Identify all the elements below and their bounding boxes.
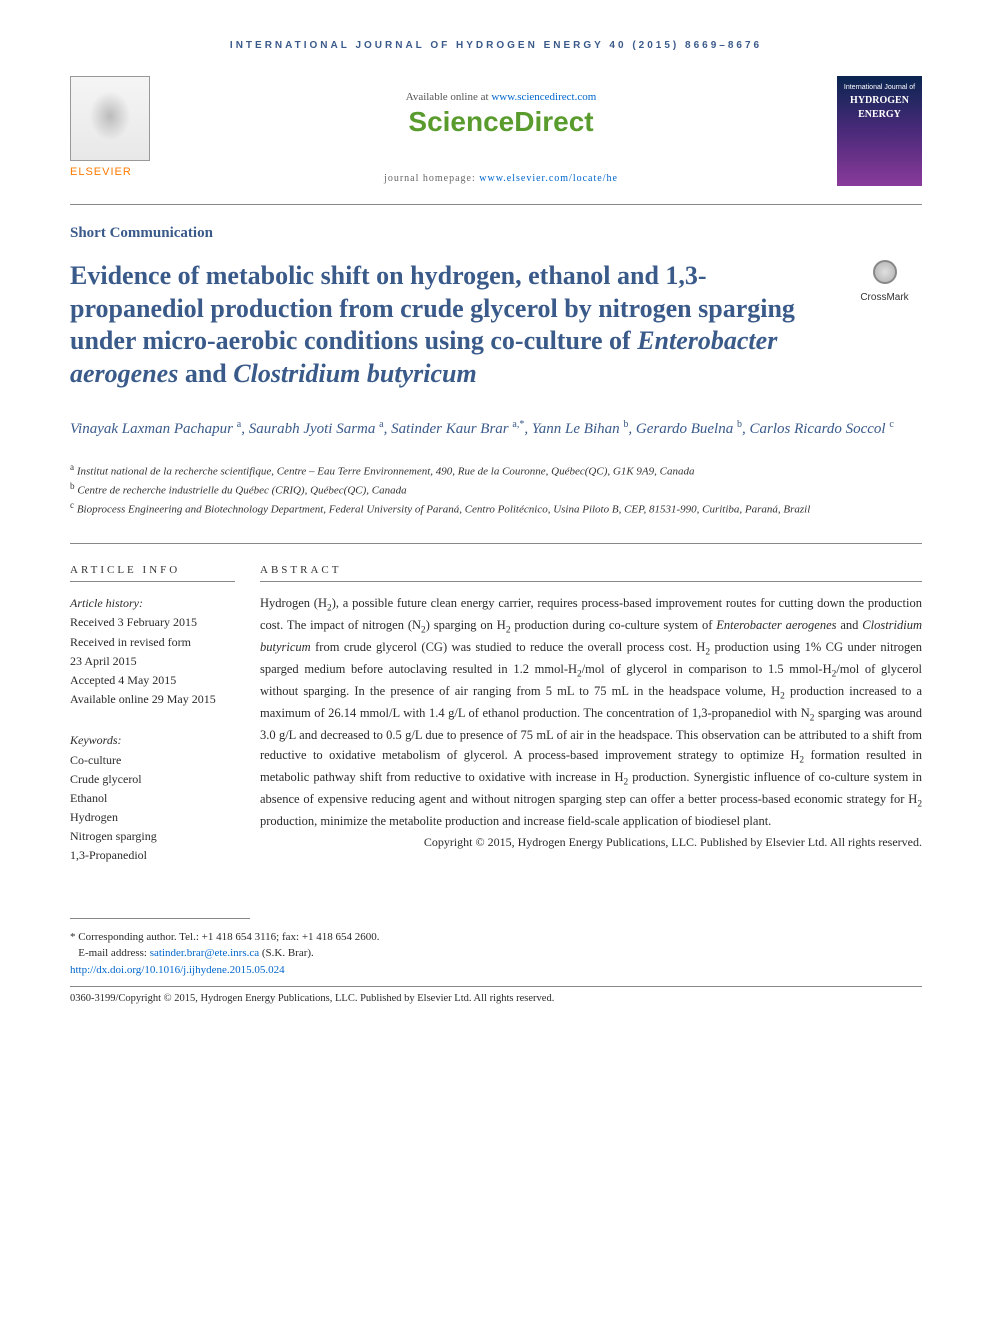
- cover-subtitle: International Journal of: [842, 84, 917, 92]
- affiliation: a Institut national de la recherche scie…: [70, 461, 922, 480]
- footer-notes: * Corresponding author. Tel.: +1 418 654…: [70, 929, 922, 1007]
- elsevier-logo[interactable]: ELSEVIER: [70, 76, 165, 178]
- author: Vinayak Laxman Pachapur a: [70, 421, 241, 437]
- title-species-2: Clostridium butyricum: [233, 359, 476, 388]
- info-abstract-row: ARTICLE INFO Article history: Received 3…: [70, 543, 922, 887]
- keyword-item: Nitrogen sparging: [70, 827, 235, 846]
- abstract-column: ABSTRACT Hydrogen (H2), a possible futur…: [260, 564, 922, 887]
- affiliation: b Centre de recherche industrielle du Qu…: [70, 480, 922, 499]
- footer-copyright: 0360-3199/Copyright © 2015, Hydrogen Ene…: [70, 986, 922, 1007]
- article-title: Evidence of metabolic shift on hydrogen,…: [70, 260, 827, 390]
- crossmark-badge[interactable]: CrossMark: [847, 260, 922, 303]
- sciencedirect-link[interactable]: www.sciencedirect.com: [491, 91, 596, 103]
- history-item: 23 April 2015: [70, 652, 235, 671]
- email-link[interactable]: satinder.brar@ete.inrs.ca: [150, 947, 259, 959]
- history-item: Received in revised form: [70, 633, 235, 652]
- title-part-2: and: [178, 359, 233, 388]
- sciencedirect-logo[interactable]: ScienceDirect: [165, 106, 837, 138]
- journal-homepage: journal homepage: www.elsevier.com/locat…: [165, 173, 837, 184]
- article-info-column: ARTICLE INFO Article history: Received 3…: [70, 564, 260, 887]
- email-suffix: (S.K. Brar).: [259, 947, 314, 959]
- journal-cover[interactable]: International Journal of HYDROGEN ENERGY: [837, 76, 922, 186]
- history-item: Accepted 4 May 2015: [70, 671, 235, 690]
- affiliation: c Bioprocess Engineering and Biotechnolo…: [70, 499, 922, 518]
- header-divider: [70, 204, 922, 205]
- article-info-heading: ARTICLE INFO: [70, 564, 235, 582]
- author: Saurabh Jyoti Sarma a: [249, 421, 384, 437]
- cover-title-1: HYDROGEN: [842, 95, 917, 106]
- available-prefix: Available online at: [406, 91, 492, 103]
- keyword-item: 1,3-Propanediol: [70, 846, 235, 865]
- keyword-item: Crude glycerol: [70, 770, 235, 789]
- abstract-text: Hydrogen (H2), a possible future clean e…: [260, 594, 922, 831]
- abstract-heading: ABSTRACT: [260, 564, 922, 582]
- corresponding-author: * Corresponding author. Tel.: +1 418 654…: [70, 929, 922, 946]
- doi-link[interactable]: http://dx.doi.org/10.1016/j.ijhydene.201…: [70, 964, 285, 976]
- crossmark-label: CrossMark: [847, 292, 922, 303]
- author: Gerardo Buelna b: [636, 421, 742, 437]
- keyword-item: Ethanol: [70, 789, 235, 808]
- center-header: Available online at www.sciencedirect.co…: [165, 76, 837, 184]
- keywords-block: Keywords: Co-cultureCrude glycerolEthano…: [70, 731, 235, 865]
- journal-header: INTERNATIONAL JOURNAL OF HYDROGEN ENERGY…: [70, 40, 922, 51]
- keyword-item: Co-culture: [70, 751, 235, 770]
- author: Carlos Ricardo Soccol c: [749, 421, 893, 437]
- footer-divider: [70, 918, 250, 919]
- cover-title-2: ENERGY: [842, 109, 917, 120]
- top-header-section: ELSEVIER Available online at www.science…: [70, 76, 922, 186]
- homepage-link[interactable]: www.elsevier.com/locate/he: [479, 173, 618, 184]
- history-item: Received 3 February 2015: [70, 613, 235, 632]
- article-type: Short Communication: [70, 225, 922, 242]
- author: Yann Le Bihan b: [532, 421, 629, 437]
- homepage-prefix: journal homepage:: [384, 173, 479, 184]
- crossmark-icon: [873, 260, 897, 284]
- elsevier-label: ELSEVIER: [70, 166, 165, 178]
- title-row: Evidence of metabolic shift on hydrogen,…: [70, 260, 922, 418]
- author: Satinder Kaur Brar a,*: [391, 421, 524, 437]
- available-online-text: Available online at www.sciencedirect.co…: [165, 91, 837, 103]
- history-label: Article history:: [70, 594, 235, 613]
- abstract-copyright: Copyright © 2015, Hydrogen Energy Public…: [260, 835, 922, 850]
- email-label: E-mail address:: [78, 947, 149, 959]
- keyword-item: Hydrogen: [70, 808, 235, 827]
- history-item: Available online 29 May 2015: [70, 690, 235, 709]
- email-line: E-mail address: satinder.brar@ete.inrs.c…: [70, 945, 922, 962]
- elsevier-tree-icon: [70, 76, 150, 161]
- affiliations-list: a Institut national de la recherche scie…: [70, 461, 922, 518]
- keywords-label: Keywords:: [70, 731, 235, 750]
- article-history-block: Article history: Received 3 February 201…: [70, 594, 235, 709]
- authors-list: Vinayak Laxman Pachapur a, Saurabh Jyoti…: [70, 418, 922, 441]
